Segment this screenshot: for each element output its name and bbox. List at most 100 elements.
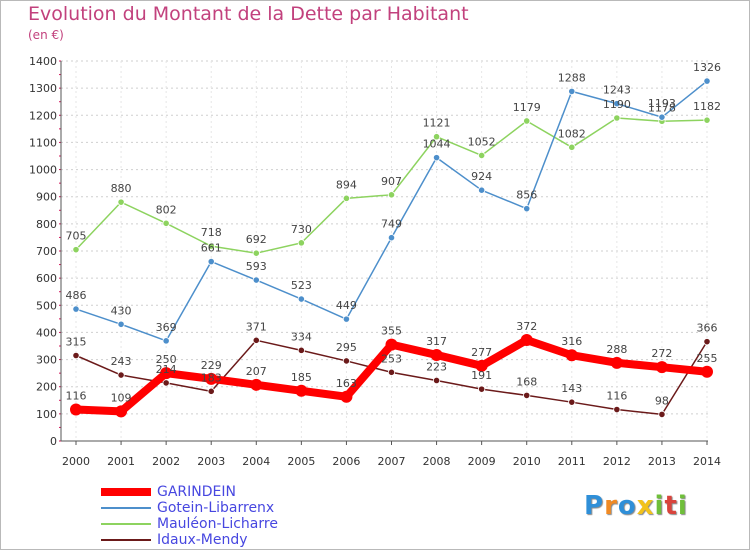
data-label-mauleon-licharre-2013: 1178 [648,101,676,114]
y-tick-label-300: 300 [36,354,57,367]
data-label-idaux-mendy-2010: 168 [516,375,537,388]
series-lines [70,77,713,418]
y-tick-label-1300: 1300 [29,82,57,95]
data-label-gotein-libarrenx-2011: 1288 [558,71,586,84]
point-garindein-2007 [385,338,398,351]
data-label-garindein-2012: 288 [606,343,627,356]
x-tick-label-2009: 2009 [468,455,496,468]
legend-swatch-mauleon-licharre [101,523,151,525]
x-tick-label-2002: 2002 [152,455,180,468]
data-label-idaux-mendy-2006: 295 [336,341,357,354]
point-mauleon-licharre-2012 [613,114,621,122]
x-tick-label-2001: 2001 [107,455,135,468]
data-label-gotein-libarrenx-2003: 661 [201,242,222,255]
data-label-gotein-libarrenx-2001: 430 [111,304,132,317]
data-labels: 705 880 802 718 692 730 894 907 1121 1052 1179 1082… [66,61,722,407]
data-label-idaux-mendy-2007: 253 [381,352,402,365]
data-label-gotein-libarrenx-2014: 1326 [693,61,721,74]
logo-letter: x [636,491,655,521]
y-tick-label-900: 900 [36,191,57,204]
point-mauleon-licharre-2005 [297,239,305,247]
x-tick-label-2014: 2014 [693,455,721,468]
point-idaux-mendy-2003 [207,387,215,395]
y-tick-label-200: 200 [36,381,57,394]
data-label-gotein-libarrenx-2013: 1193 [648,97,676,110]
data-label-garindein-2004: 207 [246,365,267,378]
data-label-mauleon-licharre-2009: 1052 [468,135,496,148]
logo-letter: P [584,491,605,521]
point-gotein-libarrenx-2009 [478,186,486,194]
data-label-garindein-2011: 316 [561,335,582,348]
y-tick-label-500: 500 [36,299,57,312]
data-label-mauleon-licharre-2011: 1082 [558,127,586,140]
point-mauleon-licharre-2011 [568,143,576,151]
data-label-idaux-mendy-2001: 243 [111,355,132,368]
point-garindein-2009 [475,359,488,372]
data-label-mauleon-licharre-2006: 894 [336,178,357,191]
y-tick-label-1000: 1000 [29,164,57,177]
data-label-gotein-libarrenx-2002: 369 [156,321,177,334]
axes: 0 100 200 300 400 500 600 700 800 900 1000 1100 1200… [29,55,721,468]
legend-label-gotein-libarrenx: Gotein-Libarrenx [157,500,275,516]
x-tick-label-2011: 2011 [558,455,586,468]
x-tick-label-2012: 2012 [603,455,631,468]
point-gotein-libarrenx-2013 [658,113,666,121]
y-tick-label-400: 400 [36,326,57,339]
data-label-gotein-libarrenx-2009: 924 [471,170,492,183]
point-mauleon-licharre-2007 [387,191,396,199]
data-label-garindein-2008: 317 [426,335,447,348]
data-label-idaux-mendy-2008: 223 [426,360,447,373]
y-tick-label-600: 600 [36,272,57,285]
point-idaux-mendy-2010 [523,391,531,399]
point-garindein-2004 [250,378,263,391]
data-label-idaux-mendy-2004: 371 [246,320,267,333]
point-mauleon-licharre-2010 [523,117,531,125]
point-garindein-2014 [701,365,713,378]
legend-label-mauleon-licharre: Mauléon-Licharre [157,516,278,532]
y-tick-label-1400: 1400 [29,55,57,68]
data-label-gotein-libarrenx-2008: 1044 [423,138,451,151]
data-label-garindein-2009: 277 [471,346,492,359]
data-label-gotein-libarrenx-2004: 593 [246,260,267,273]
x-tick-label-2013: 2013 [648,455,676,468]
legend-label-garindein: GARINDEIN [157,484,236,500]
point-garindein-2006 [340,390,353,403]
logo-letter: r [604,491,618,521]
point-gotein-libarrenx-2004 [252,276,260,284]
point-idaux-mendy-2009 [478,385,486,393]
logo-letter: o [617,491,637,521]
point-mauleon-licharre-2004 [252,249,260,257]
point-idaux-mendy-2008 [432,376,441,385]
data-label-mauleon-licharre-2005: 730 [291,223,312,236]
chart-subtitle: (en €) [28,28,64,42]
data-label-garindein-2002: 250 [156,353,177,366]
point-mauleon-licharre-2003 [207,242,215,250]
data-label-mauleon-licharre-2004: 692 [246,233,267,246]
data-label-mauleon-licharre-2000: 705 [66,230,87,243]
point-garindein-2000 [70,403,82,416]
point-gotein-libarrenx-2006 [342,315,351,323]
data-label-mauleon-licharre-2003: 718 [201,226,222,239]
y-tick-label-1200: 1200 [29,109,57,122]
point-garindein-2010 [520,334,533,347]
legend-swatch-idaux-mendy [101,539,151,541]
point-mauleon-licharre-2008 [432,133,441,141]
y-tick-label-100: 100 [36,408,57,421]
data-label-idaux-mendy-2003: 183 [201,371,222,384]
point-mauleon-licharre-2001 [117,198,125,206]
x-tick-label-2003: 2003 [197,455,225,468]
point-mauleon-licharre-2009 [478,151,486,160]
point-garindein-2013 [655,361,668,374]
x-tick-label-2010: 2010 [513,455,541,468]
x-tick-label-2006: 2006 [332,455,360,468]
data-label-idaux-mendy-2014: 366 [697,322,718,335]
data-label-mauleon-licharre-2002: 802 [156,203,177,216]
point-idaux-mendy-2001 [117,371,125,379]
data-label-mauleon-licharre-2014: 1182 [693,100,721,113]
x-tick-label-2004: 2004 [242,455,270,468]
data-label-gotein-libarrenx-2006: 449 [336,299,357,312]
data-label-garindein-2010: 372 [516,320,537,333]
point-gotein-libarrenx-2008 [432,154,441,162]
